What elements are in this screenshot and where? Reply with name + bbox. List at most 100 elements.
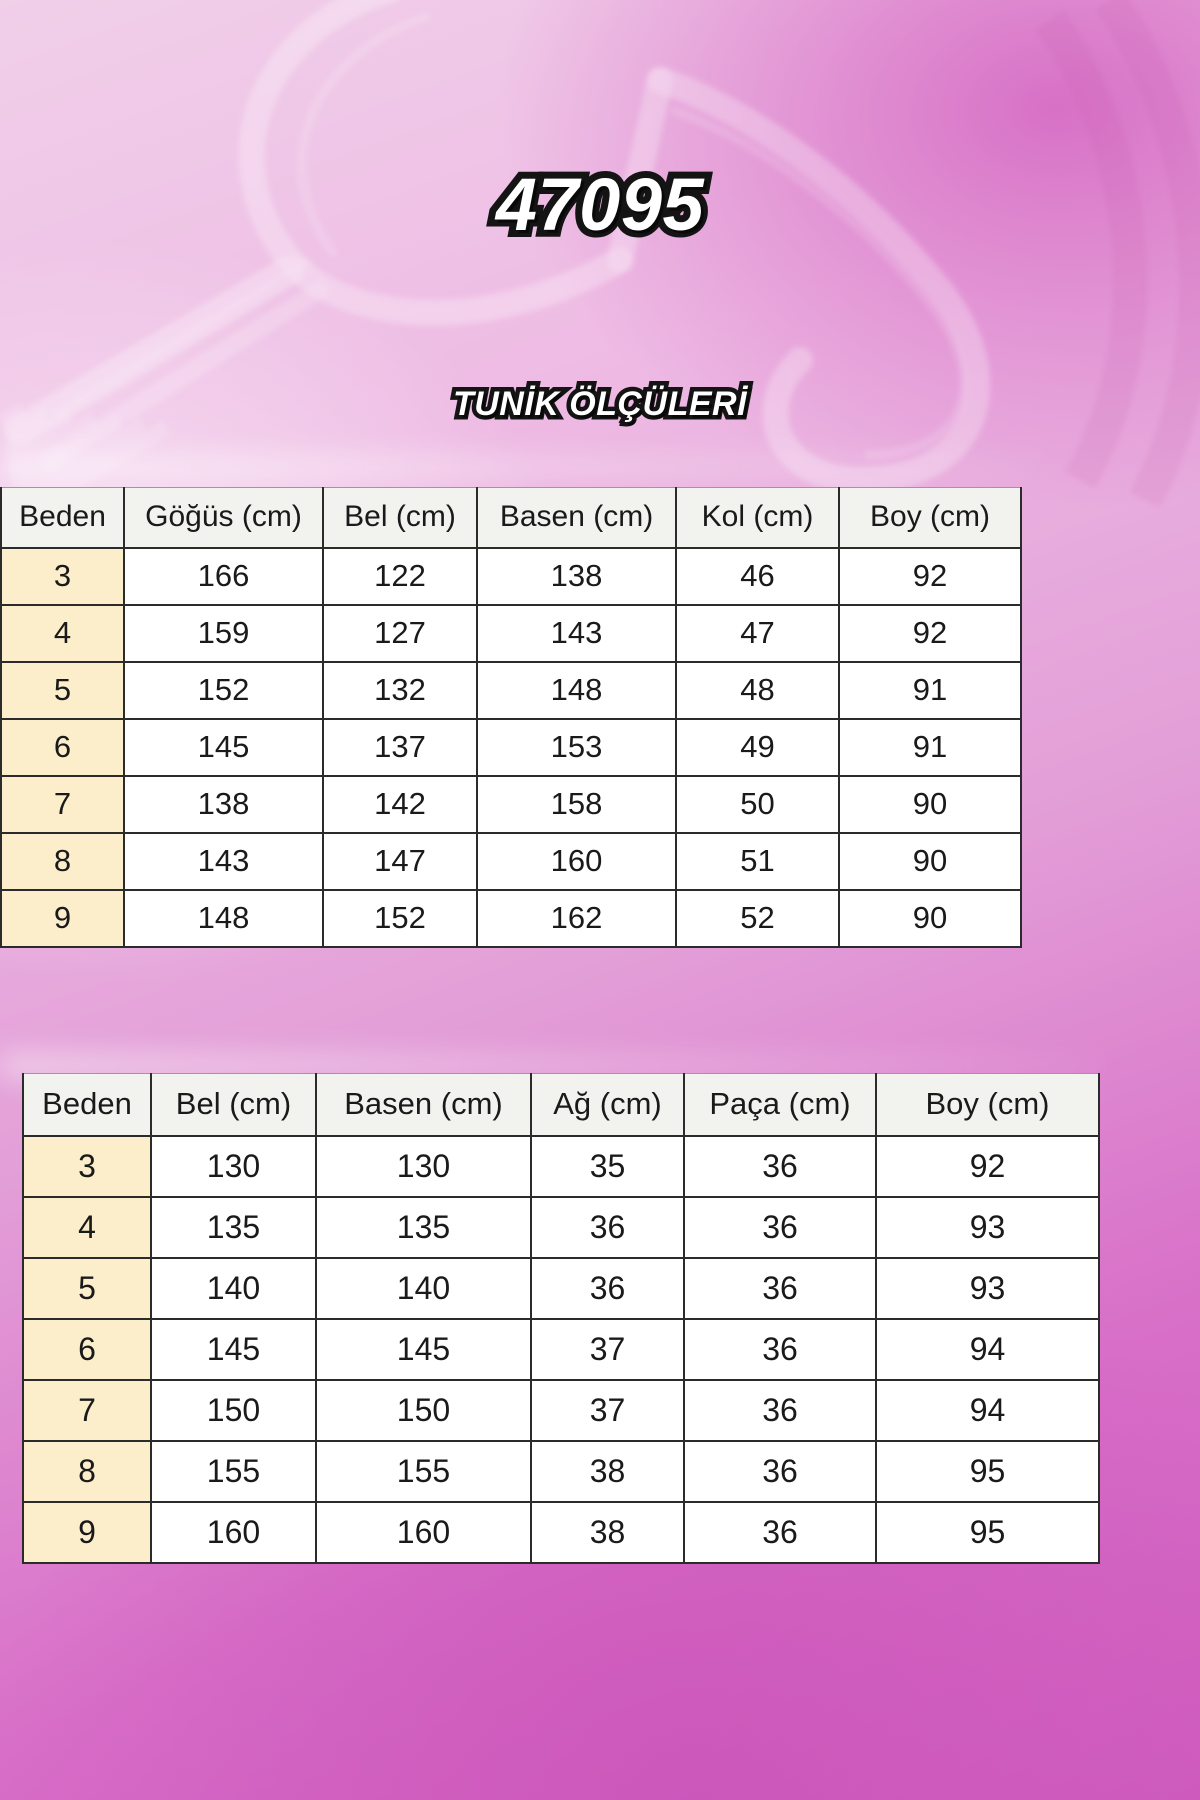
cell-paca: 36 [683, 1317, 877, 1381]
cell-beden: 8 [0, 831, 125, 891]
cell-basen: 153 [476, 717, 677, 777]
cell-boy: 93 [875, 1195, 1100, 1259]
cell-paca: 36 [683, 1195, 877, 1259]
cell-ag: 36 [530, 1256, 685, 1320]
cell-boy: 94 [875, 1378, 1100, 1442]
table-row: 8 155 155 38 36 95 [22, 1439, 1100, 1503]
cell-paca: 36 [683, 1439, 877, 1503]
cell-ag: 36 [530, 1195, 685, 1259]
column-header-gogus: Göğüs (cm) [123, 487, 324, 549]
cell-beden: 6 [0, 717, 125, 777]
pantolon-measurements-table: Beden Bel (cm) Basen (cm) Ağ (cm) Paça (… [22, 1073, 1100, 1564]
cell-kol: 51 [675, 831, 840, 891]
cell-beden: 6 [22, 1317, 152, 1381]
table-row: 6 145 145 37 36 94 [22, 1317, 1100, 1381]
cell-beden: 4 [0, 603, 125, 663]
cell-basen: 130 [315, 1134, 532, 1198]
cell-boy: 92 [838, 546, 1022, 606]
cell-paca: 36 [683, 1378, 877, 1442]
cell-gogus: 148 [123, 888, 324, 948]
column-header-boy: Boy (cm) [838, 487, 1022, 549]
cell-ag: 37 [530, 1317, 685, 1381]
column-header-ag: Ağ (cm) [530, 1073, 685, 1137]
cell-kol: 50 [675, 774, 840, 834]
cell-ag: 38 [530, 1500, 685, 1564]
cell-beden: 7 [22, 1378, 152, 1442]
cell-gogus: 145 [123, 717, 324, 777]
cell-basen: 145 [315, 1317, 532, 1381]
cell-bel: 145 [150, 1317, 317, 1381]
table-header-row: Beden Bel (cm) Basen (cm) Ağ (cm) Paça (… [22, 1073, 1100, 1137]
cell-bel: 147 [322, 831, 478, 891]
table-row: 5 140 140 36 36 93 [22, 1256, 1100, 1320]
cell-basen: 140 [315, 1256, 532, 1320]
cell-basen: 158 [476, 774, 677, 834]
column-header-kol: Kol (cm) [675, 487, 840, 549]
cell-bel: 122 [322, 546, 478, 606]
cell-basen: 160 [315, 1500, 532, 1564]
table-row: 3 166 122 138 46 92 [0, 546, 1022, 606]
column-header-beden: Beden [22, 1073, 152, 1137]
cell-ag: 38 [530, 1439, 685, 1503]
cell-boy: 90 [838, 774, 1022, 834]
column-header-bel: Bel (cm) [150, 1073, 317, 1137]
cell-bel: 160 [150, 1500, 317, 1564]
cell-basen: 148 [476, 660, 677, 720]
table-row: 4 159 127 143 47 92 [0, 603, 1022, 663]
tunik-measurements-table: Beden Göğüs (cm) Bel (cm) Basen (cm) Kol… [0, 487, 1022, 948]
table-row: 3 130 130 35 36 92 [22, 1134, 1100, 1198]
cell-paca: 36 [683, 1134, 877, 1198]
cell-boy: 92 [875, 1134, 1100, 1198]
cell-beden: 7 [0, 774, 125, 834]
cell-basen: 138 [476, 546, 677, 606]
cell-beden: 5 [22, 1256, 152, 1320]
cell-boy: 95 [875, 1439, 1100, 1503]
cell-bel: 135 [150, 1195, 317, 1259]
page-title: 47095 [489, 156, 711, 253]
cell-beden: 3 [0, 546, 125, 606]
column-header-basen: Basen (cm) [315, 1073, 532, 1137]
cell-bel: 137 [322, 717, 478, 777]
cell-beden: 9 [0, 888, 125, 948]
cell-basen: 155 [315, 1439, 532, 1503]
cell-boy: 95 [875, 1500, 1100, 1564]
cell-kol: 47 [675, 603, 840, 663]
cell-beden: 9 [22, 1500, 152, 1564]
table-row: 9 160 160 38 36 95 [22, 1500, 1100, 1564]
cell-boy: 94 [875, 1317, 1100, 1381]
cell-bel: 152 [322, 888, 478, 948]
cell-ag: 35 [530, 1134, 685, 1198]
cell-boy: 93 [875, 1256, 1100, 1320]
cell-kol: 52 [675, 888, 840, 948]
cell-beden: 4 [22, 1195, 152, 1259]
cell-bel: 150 [150, 1378, 317, 1442]
cell-beden: 3 [22, 1134, 152, 1198]
cell-beden: 8 [22, 1439, 152, 1503]
cell-paca: 36 [683, 1256, 877, 1320]
table-header-row: Beden Göğüs (cm) Bel (cm) Basen (cm) Kol… [0, 487, 1022, 549]
cell-ag: 37 [530, 1378, 685, 1442]
column-header-bel: Bel (cm) [322, 487, 478, 549]
column-header-boy: Boy (cm) [875, 1073, 1100, 1137]
cell-gogus: 138 [123, 774, 324, 834]
cell-beden: 5 [0, 660, 125, 720]
cell-kol: 46 [675, 546, 840, 606]
cell-boy: 91 [838, 717, 1022, 777]
cell-basen: 135 [315, 1195, 532, 1259]
cell-gogus: 166 [123, 546, 324, 606]
cell-gogus: 152 [123, 660, 324, 720]
cell-bel: 130 [150, 1134, 317, 1198]
column-header-beden: Beden [0, 487, 125, 549]
table-row: 6 145 137 153 49 91 [0, 717, 1022, 777]
table-row: 4 135 135 36 36 93 [22, 1195, 1100, 1259]
cell-basen: 143 [476, 603, 677, 663]
tunik-section-heading: TUNİK ÖLÇÜLERİ [448, 381, 751, 428]
cell-boy: 90 [838, 888, 1022, 948]
cell-bel: 142 [322, 774, 478, 834]
cell-kol: 48 [675, 660, 840, 720]
cell-basen: 162 [476, 888, 677, 948]
cell-basen: 160 [476, 831, 677, 891]
cell-boy: 90 [838, 831, 1022, 891]
table-row: 7 150 150 37 36 94 [22, 1378, 1100, 1442]
table-row: 7 138 142 158 50 90 [0, 774, 1022, 834]
